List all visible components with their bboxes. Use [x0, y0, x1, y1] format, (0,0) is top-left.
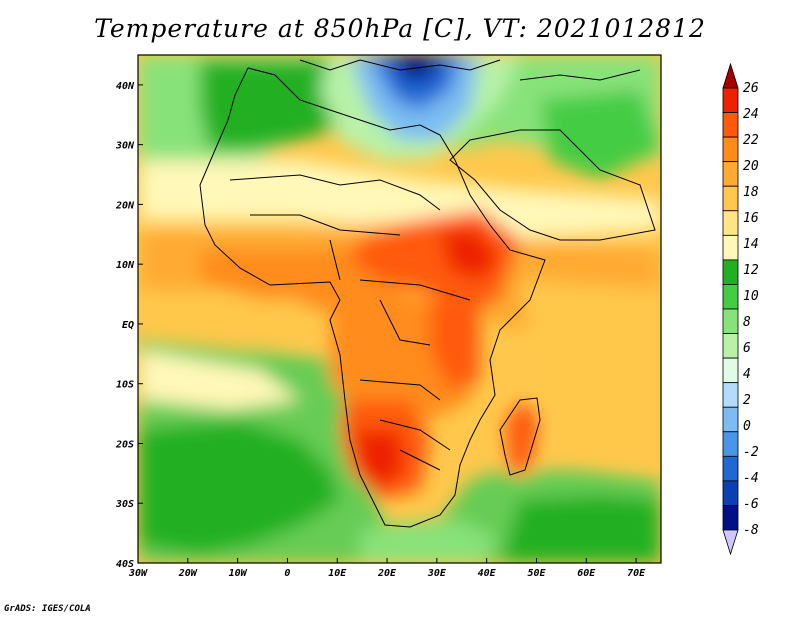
colorbar-swatch: [722, 480, 739, 506]
lon-tick-label: 70E: [627, 568, 646, 579]
lat-tick-label: 20S: [115, 439, 134, 450]
colorbar-label: 20: [743, 159, 759, 174]
map-title: Temperature at 850hPa [C], VT: 202101281…: [94, 14, 706, 43]
lon-tick-label: 60E: [577, 568, 596, 579]
lon-tick-label: 40E: [478, 568, 497, 579]
colorbar-swatch: [722, 406, 739, 433]
colorbar-label: 16: [743, 211, 759, 226]
colorbar-swatch: [722, 382, 739, 408]
colorbar-swatch: [722, 308, 739, 334]
plot-frame: [137, 54, 662, 564]
colorbar-swatch: [722, 87, 739, 113]
lat-tick-label: 30N: [115, 141, 135, 152]
colorbar-swatch: [722, 210, 739, 236]
colorbar-label: 24: [743, 107, 759, 122]
colorbar-swatch: [722, 455, 739, 482]
colorbar-label: -8: [743, 523, 759, 538]
colorbar-label: 18: [743, 185, 759, 200]
lon-tick-label: 30W: [128, 568, 148, 579]
colorbar-arrow-bottom: [722, 529, 739, 556]
colorbar-label: 4: [743, 367, 751, 382]
lon-tick-label: 0: [284, 568, 290, 579]
colorbar-swatch: [722, 259, 739, 285]
colorbar-swatch: [722, 185, 739, 212]
colorbar-swatch: [722, 357, 739, 384]
lat-tick-label: EQ: [122, 320, 134, 331]
lon-tick-label: 20E: [377, 568, 397, 579]
colorbar-swatch: [722, 234, 739, 261]
lon-tick-label: 30E: [427, 568, 447, 579]
lat-tick-label: 20N: [115, 200, 135, 211]
lon-tick-label: 50E: [527, 568, 546, 579]
colorbar-swatch: [722, 431, 739, 457]
lat-tick-label: 10N: [116, 260, 135, 271]
lat-tick-label: 40S: [116, 559, 134, 570]
colorbar-label: 2: [743, 393, 751, 408]
colorbar-label: 10: [743, 289, 759, 304]
lon-tick-label: 10W: [229, 568, 248, 579]
colorbar-label: 26: [743, 81, 759, 96]
colorbar-label: -6: [743, 497, 759, 512]
colorbar-label: 8: [743, 315, 751, 330]
grads-credit: GrADS: IGES/COLA: [4, 604, 91, 614]
colorbar-swatch: [722, 284, 739, 310]
colorbar-swatch: [722, 161, 739, 187]
colorbar-label: 0: [743, 419, 751, 434]
temperature-field: [138, 55, 661, 563]
colorbar-label: 22: [743, 133, 759, 148]
colorbar-label: 14: [743, 237, 759, 252]
colorbar-label: -4: [743, 471, 759, 486]
colorbar-swatch: [722, 505, 739, 531]
lat-tick-label: 30S: [115, 499, 134, 510]
coastlines: [199, 59, 656, 528]
latitude-axis: 40N 30N 20N 10N EQ 10S 20S 30S 40S: [115, 81, 143, 570]
colorbar-label: -2: [743, 445, 759, 460]
colorbar-label: 6: [743, 341, 751, 356]
colorbar-swatch: [722, 136, 739, 163]
lon-tick-label: 10E: [328, 568, 347, 579]
lat-tick-label: 10S: [116, 380, 134, 391]
longitude-axis: 30W 20W 10W 0 10E 20E 30E 40E 50E 60E 70E: [128, 558, 646, 579]
colorbar-swatch: [722, 112, 739, 138]
colorbar-label: 12: [743, 263, 759, 278]
colorbar-swatch: [722, 333, 739, 359]
lon-tick-label: 20W: [178, 568, 198, 579]
lat-tick-label: 40N: [116, 81, 135, 92]
colorbar-arrow-top: [722, 62, 739, 89]
